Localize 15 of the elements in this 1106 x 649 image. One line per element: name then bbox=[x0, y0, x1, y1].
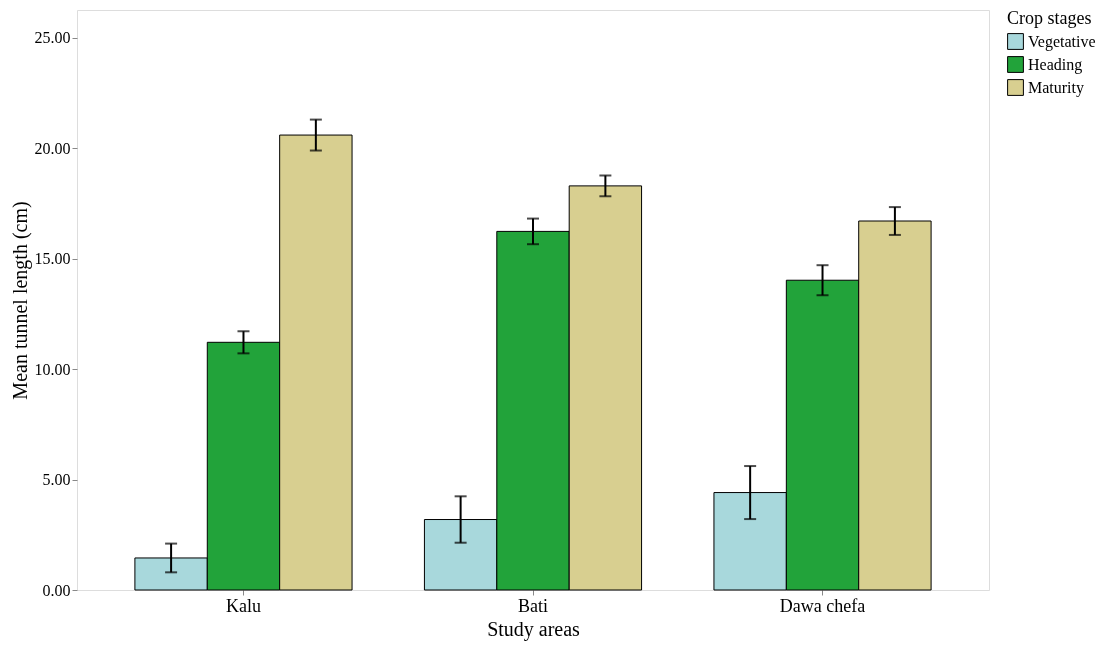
x-tick-label: Bati bbox=[518, 595, 548, 616]
y-tick-label: 10.00 bbox=[34, 360, 71, 378]
x-tick-label: Dawa chefa bbox=[779, 595, 866, 616]
y-tick-label: 15.00 bbox=[34, 250, 71, 268]
x-tick-label: Kalu bbox=[225, 595, 261, 616]
y-axis-title: Mean tunnel length (cm) bbox=[8, 201, 32, 400]
legend-title: Crop stages bbox=[1007, 8, 1092, 28]
legend-label: Heading bbox=[1028, 55, 1083, 74]
y-tick-label: 0.00 bbox=[42, 581, 71, 599]
y-tick-label: 5.00 bbox=[42, 471, 71, 489]
legend-label: Maturity bbox=[1028, 78, 1084, 97]
legend-label: Vegetative bbox=[1028, 32, 1096, 51]
x-axis-title: Study areas bbox=[487, 617, 581, 641]
y-tick-label: 25.00 bbox=[34, 29, 71, 47]
y-tick-label: 20.00 bbox=[34, 139, 71, 157]
